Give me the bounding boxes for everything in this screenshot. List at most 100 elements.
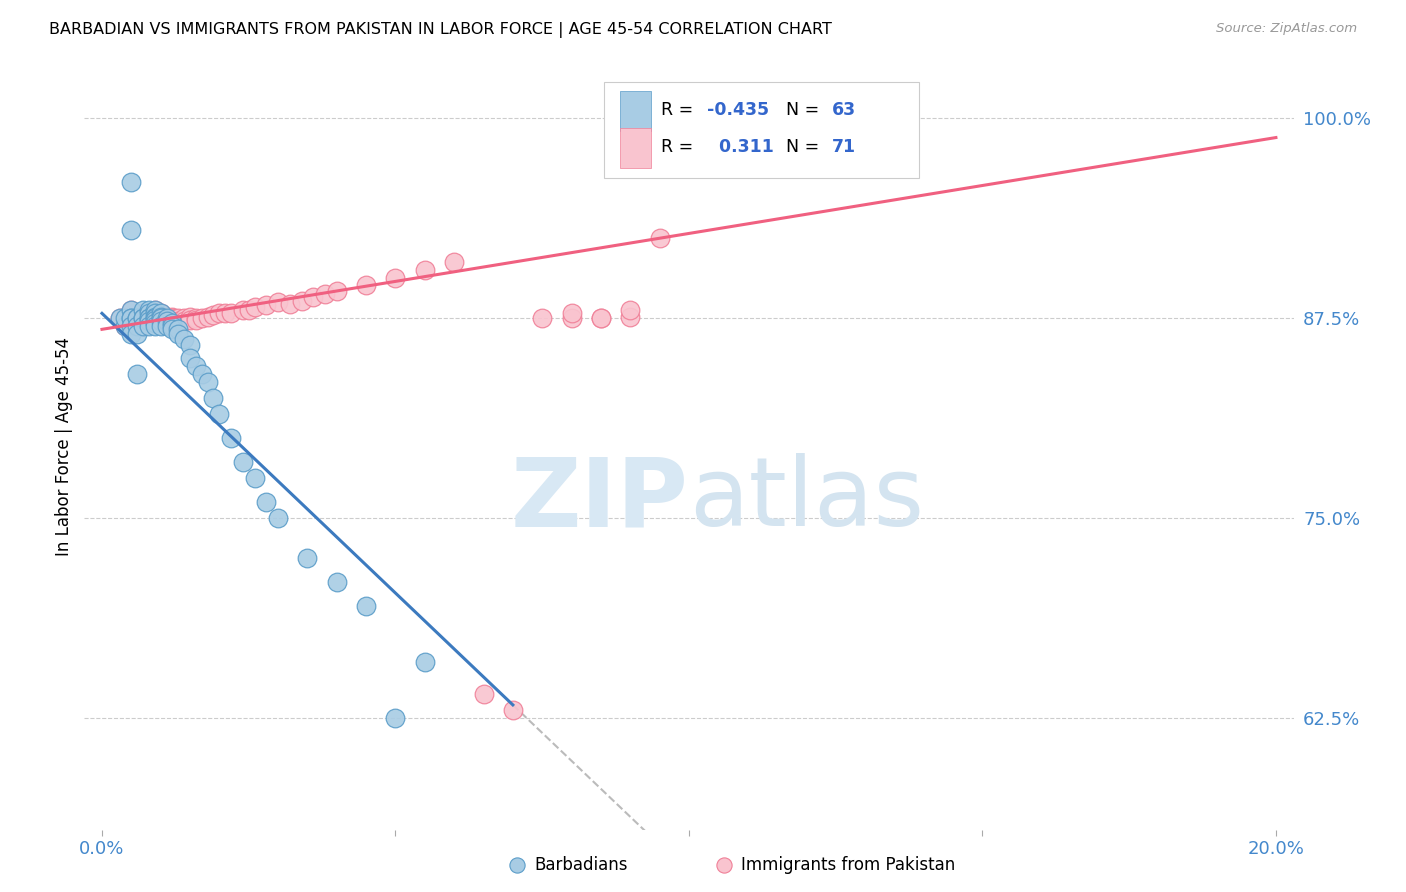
Point <box>278 297 301 311</box>
Point <box>413 655 436 669</box>
Point <box>143 310 166 324</box>
Point <box>413 263 436 277</box>
Point <box>190 311 212 326</box>
Text: 63: 63 <box>831 101 856 119</box>
Point <box>502 703 524 717</box>
Point <box>138 311 160 326</box>
Point <box>132 319 155 334</box>
Point <box>138 310 160 324</box>
Point <box>219 306 242 320</box>
Point <box>155 314 177 328</box>
Point <box>184 312 207 326</box>
Point <box>143 306 166 320</box>
Point <box>179 310 201 324</box>
Point <box>162 310 184 324</box>
Point <box>155 311 177 326</box>
Point <box>531 311 554 326</box>
Point <box>297 550 319 565</box>
Point <box>143 319 166 334</box>
Point <box>243 471 266 485</box>
Point <box>120 311 142 326</box>
Point <box>314 287 336 301</box>
Point <box>354 277 377 292</box>
Point <box>120 319 142 334</box>
Text: N =: N = <box>786 101 818 119</box>
Point <box>120 311 142 326</box>
Point <box>219 431 242 445</box>
Point <box>127 316 149 330</box>
Point <box>443 255 465 269</box>
Point <box>167 322 190 336</box>
Point <box>108 311 131 326</box>
Text: 0.311: 0.311 <box>707 138 773 156</box>
Point <box>127 327 149 342</box>
Point <box>138 306 160 320</box>
Point <box>155 311 177 326</box>
Point <box>132 311 155 326</box>
Point <box>120 175 142 189</box>
Point <box>127 319 149 334</box>
Point <box>149 311 172 326</box>
Point <box>155 319 177 334</box>
Point <box>127 311 149 326</box>
Point <box>138 319 160 334</box>
Point <box>243 300 266 314</box>
Point <box>232 455 254 469</box>
Point <box>155 314 177 328</box>
Text: R =: R = <box>661 101 693 119</box>
Point <box>162 314 184 328</box>
Text: atlas: atlas <box>689 453 924 546</box>
Point <box>354 599 377 613</box>
Point <box>143 310 166 324</box>
Point <box>267 511 290 525</box>
Point <box>238 303 260 318</box>
Point <box>589 311 612 326</box>
Point <box>197 375 219 389</box>
Point <box>155 310 177 324</box>
Point <box>149 310 172 324</box>
Point <box>162 316 184 330</box>
Point <box>202 391 225 405</box>
Point <box>619 303 641 318</box>
Point <box>184 311 207 326</box>
Point <box>132 311 155 326</box>
Point <box>384 271 406 285</box>
Point <box>120 311 142 326</box>
Point <box>120 303 142 318</box>
Point <box>162 319 184 334</box>
Point <box>162 311 184 326</box>
Text: ZIP: ZIP <box>510 453 689 546</box>
Point <box>114 319 136 334</box>
Point <box>149 306 172 320</box>
Point <box>108 311 131 326</box>
Point <box>138 314 160 328</box>
Point <box>149 306 172 320</box>
Text: Immigrants from Pakistan: Immigrants from Pakistan <box>741 856 955 874</box>
Point <box>138 311 160 326</box>
Point <box>132 306 155 320</box>
Point <box>114 319 136 334</box>
Point <box>290 293 312 308</box>
Point <box>472 687 495 701</box>
Text: Source: ZipAtlas.com: Source: ZipAtlas.com <box>1216 22 1357 36</box>
Point <box>162 322 184 336</box>
Point <box>619 310 641 324</box>
Point <box>143 303 166 318</box>
Point <box>197 310 219 324</box>
Point <box>138 314 160 328</box>
Point <box>114 311 136 326</box>
Point <box>184 359 207 373</box>
Point <box>232 303 254 318</box>
Point <box>190 367 212 381</box>
Point <box>648 231 671 245</box>
Point <box>214 306 236 320</box>
Point <box>143 311 166 326</box>
FancyBboxPatch shape <box>620 128 651 168</box>
Text: N =: N = <box>786 138 818 156</box>
Point <box>202 308 225 322</box>
Point <box>149 310 172 324</box>
Y-axis label: In Labor Force | Age 45-54: In Labor Force | Age 45-54 <box>55 336 73 556</box>
Point <box>143 314 166 328</box>
Point <box>132 303 155 318</box>
Point <box>132 311 155 326</box>
